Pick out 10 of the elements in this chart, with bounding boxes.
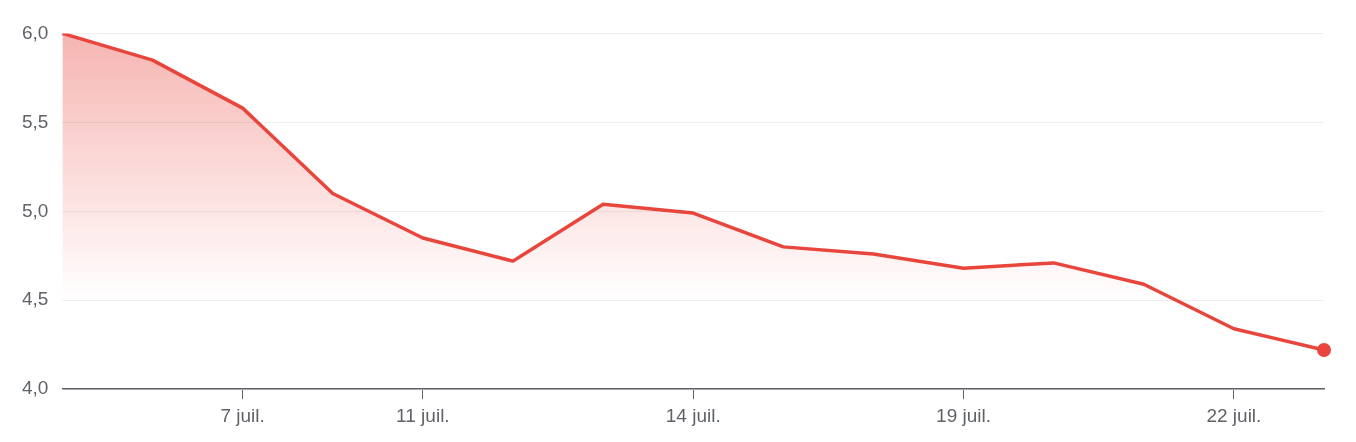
y-tick-label: 5,0 [21, 199, 49, 221]
x-tick-label: 22 juil. [1206, 404, 1262, 426]
y-tick-label: 6,0 [21, 21, 49, 43]
x-tick-label: 7 juil. [220, 404, 265, 426]
y-tick-label: 5,5 [21, 110, 49, 132]
y-tick-label: 4,5 [21, 288, 49, 310]
x-tick-label: 19 juil. [936, 404, 992, 426]
x-tick-label: 14 juil. [665, 404, 721, 426]
y-tick-label: 4,0 [21, 377, 49, 399]
x-tick-label: 11 juil. [396, 404, 450, 426]
